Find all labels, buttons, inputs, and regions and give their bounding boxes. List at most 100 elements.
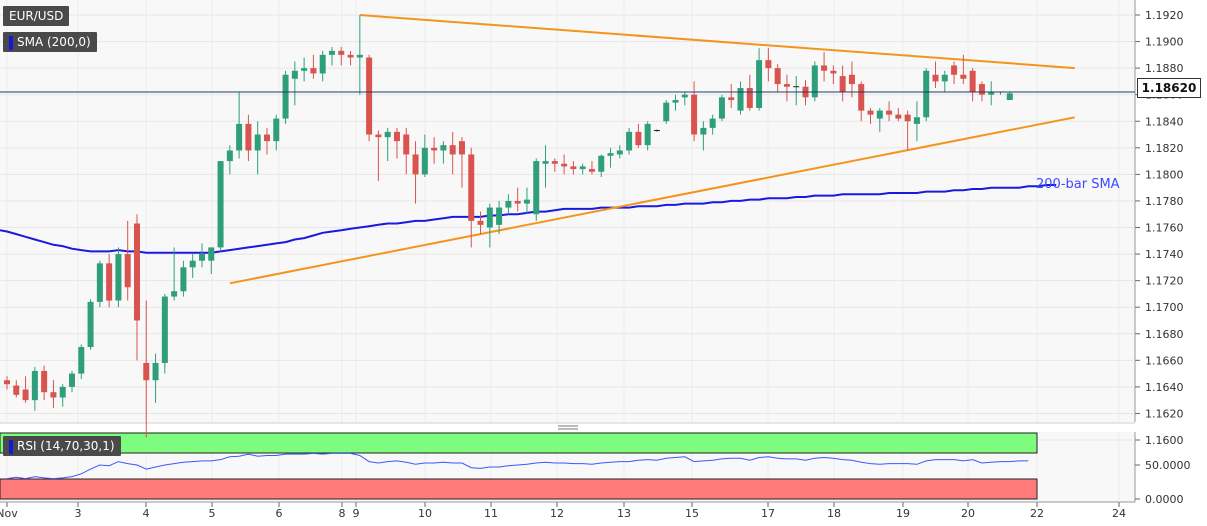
symbol-badge[interactable]: EUR/USD — [3, 6, 70, 26]
candle — [626, 127, 633, 155]
candle — [384, 127, 391, 162]
candle — [858, 81, 865, 122]
candlesticks — [4, 15, 1013, 438]
candle — [217, 161, 224, 252]
candle-body — [403, 134, 410, 155]
candle-body — [87, 301, 94, 348]
indicator-badge[interactable]: SMA (200,0) — [3, 32, 97, 52]
candle-body — [412, 154, 419, 175]
candle — [867, 107, 874, 124]
candle — [236, 92, 243, 159]
candle — [449, 131, 456, 175]
candle — [41, 365, 48, 401]
candle — [198, 243, 205, 268]
candle — [635, 123, 642, 148]
candle — [653, 129, 660, 132]
price-pane-background — [0, 0, 1135, 422]
y-tick-label: 1.1620 — [1145, 407, 1184, 420]
last-price-tag: 1.18620 — [1137, 78, 1201, 98]
candle-body — [263, 134, 270, 142]
candle — [718, 94, 725, 122]
candle-body — [561, 163, 568, 167]
candle-body — [709, 118, 716, 128]
candle-body — [969, 70, 976, 93]
candle-body — [124, 254, 131, 288]
candle — [570, 161, 577, 175]
candle — [1006, 92, 1013, 100]
candle — [356, 15, 363, 95]
candle-body — [886, 110, 893, 115]
rsi-indicator-badge[interactable]: RSI (14,70,30,1) — [3, 436, 121, 456]
candle — [700, 121, 707, 151]
candle-body — [681, 94, 688, 98]
candle — [50, 380, 57, 409]
candle — [830, 65, 837, 85]
candle-body — [13, 385, 20, 395]
candle — [969, 68, 976, 102]
candle-body — [542, 161, 549, 164]
candle — [644, 121, 651, 151]
candle-body — [96, 263, 103, 302]
y-tick-label: 1.1760 — [1145, 222, 1184, 235]
candle-body — [440, 145, 447, 151]
candle — [375, 130, 382, 182]
candle-body — [449, 145, 456, 155]
y-tick-label: 1.1600 — [1145, 434, 1184, 447]
x-tick-label: 8 — [339, 507, 346, 520]
candle — [607, 147, 614, 168]
x-tick-label: 22 — [1030, 507, 1044, 520]
pane-resize-handle[interactable] — [558, 425, 578, 430]
candle — [848, 61, 855, 98]
candle — [672, 94, 679, 111]
sma-annotation: 200-bar SMA — [1036, 177, 1120, 192]
rsi-y-tick-label: 50.0000 — [1145, 459, 1191, 472]
rsi-line — [6, 452, 1029, 480]
candle — [263, 127, 270, 155]
grid-lines — [0, 0, 1135, 502]
candle-body — [106, 263, 113, 301]
candle-body — [718, 97, 725, 119]
y-tick-label: 1.1820 — [1145, 142, 1184, 155]
candle — [756, 48, 763, 111]
candle — [421, 134, 428, 178]
candle-body — [551, 161, 558, 164]
candle-body — [756, 60, 763, 108]
y-tick-label: 1.1840 — [1145, 115, 1184, 128]
candle-body — [913, 117, 920, 124]
candle-body — [746, 88, 753, 108]
x-tick-label: Nov — [0, 507, 18, 520]
candle-body — [152, 362, 159, 381]
candle-body — [310, 68, 317, 74]
candle-body — [328, 50, 335, 55]
candle-body — [579, 166, 586, 170]
x-tick-label: 12 — [550, 507, 564, 520]
candle-body — [876, 110, 883, 119]
candle-body — [858, 84, 865, 111]
candle — [663, 100, 670, 124]
candle-body — [728, 97, 735, 100]
candle-body — [393, 131, 400, 142]
indicator-label: SMA (200,0) — [17, 35, 91, 49]
candle-body — [672, 100, 679, 103]
candle-body — [301, 68, 308, 71]
candle-body — [533, 161, 540, 215]
candle — [4, 376, 10, 390]
candle — [208, 247, 215, 274]
candle — [709, 114, 716, 135]
candle-body — [171, 291, 178, 297]
candle — [282, 70, 289, 124]
rsi-overbought-band — [0, 432, 1038, 454]
candle-body — [644, 123, 651, 146]
candle — [783, 74, 790, 102]
candle — [598, 154, 605, 178]
candle-body — [783, 84, 790, 87]
candle — [616, 145, 623, 159]
candle — [681, 92, 688, 106]
candle — [477, 211, 484, 235]
candle-body — [821, 65, 828, 71]
candle — [811, 61, 818, 102]
candle — [728, 84, 735, 108]
candle-body — [988, 92, 995, 95]
candle — [486, 203, 493, 248]
candle-body — [189, 260, 196, 268]
